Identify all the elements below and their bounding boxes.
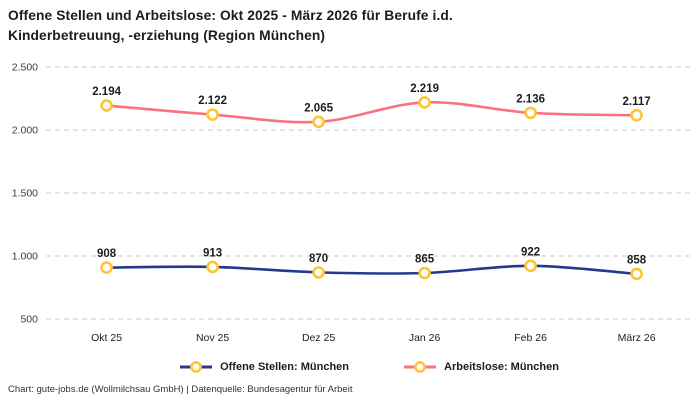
x-axis-tick-label: Dez 25 (302, 332, 335, 344)
y-axis-tick-label: 1.000 (12, 251, 38, 263)
data-point-label: 908 (97, 248, 117, 260)
legend-line-marker-icon (180, 361, 213, 373)
x-axis-labels: Okt 25 Nov 25 Dez 25 Jan 26 Feb 26 März 26 (91, 332, 656, 344)
data-point-label: 865 (415, 254, 435, 266)
data-point-label: 913 (203, 247, 222, 259)
data-point-label: 870 (309, 253, 328, 265)
data-point-marker[interactable] (100, 261, 113, 274)
legend: Offene Stellen: München Arbeitslose: Mün… (46, 360, 692, 374)
chart-title: Offene Stellen und Arbeitslose: Okt 2025… (8, 6, 453, 46)
series-line-1 (106, 100, 637, 124)
source-credit: Chart: gute-jobs.de (Wollmilchsau GmbH) … (8, 384, 353, 395)
data-point-label: 2.065 (304, 102, 333, 114)
data-point-marker[interactable] (524, 259, 537, 273)
x-axis-tick-label: Jan 26 (409, 332, 441, 344)
data-point-marker[interactable] (100, 99, 113, 112)
y-axis-tick-label: 2.500 (12, 62, 38, 74)
data-point-label: 922 (521, 246, 540, 258)
data-point-label: 2.136 (516, 93, 545, 105)
data-point-marker[interactable] (206, 260, 219, 274)
data-point-label: 2.117 (623, 96, 651, 108)
data-point-marker[interactable] (418, 266, 431, 280)
x-axis-tick-label: Okt 25 (91, 332, 122, 344)
data-point-label: 2.122 (198, 95, 227, 107)
data-point-marker[interactable] (630, 108, 643, 122)
x-axis-tick-label: März 26 (618, 332, 656, 344)
series-line-0 (106, 264, 637, 276)
x-axis-tick-label: Nov 25 (196, 332, 229, 344)
data-point-marker[interactable] (312, 266, 325, 279)
y-axis-tick-label: 500 (20, 314, 38, 326)
legend-label: Offene Stellen: München (220, 361, 350, 373)
data-point-marker[interactable] (206, 108, 219, 121)
data-point-marker[interactable] (418, 96, 431, 109)
legend-label: Arbeitslose: München (444, 361, 559, 373)
y-axis-tick-label: 2.000 (12, 125, 38, 137)
data-point-marker[interactable] (524, 106, 537, 120)
data-point-label: 858 (627, 254, 647, 266)
data-point-marker[interactable] (312, 115, 325, 129)
legend-item-arbeitslose[interactable]: Arbeitslose: München (403, 360, 559, 374)
x-axis-tick-label: Feb 26 (514, 332, 547, 344)
data-point-label: 2.219 (410, 83, 439, 95)
legend-item-offene-stellen[interactable]: Offene Stellen: München (179, 360, 349, 374)
gridlines: 500 1.000 1.500 2.000 2.500 (12, 62, 692, 326)
y-axis-tick-label: 1.500 (12, 188, 38, 200)
data-point-label: 2.194 (92, 86, 121, 98)
data-point-marker[interactable] (630, 267, 643, 281)
legend-line-marker-icon (404, 361, 437, 373)
chart-title-line2: Kinderbetreuung, -erziehung (Region Münc… (8, 28, 326, 43)
chart-title-line1: Offene Stellen und Arbeitslose: Okt 2025… (8, 8, 453, 23)
